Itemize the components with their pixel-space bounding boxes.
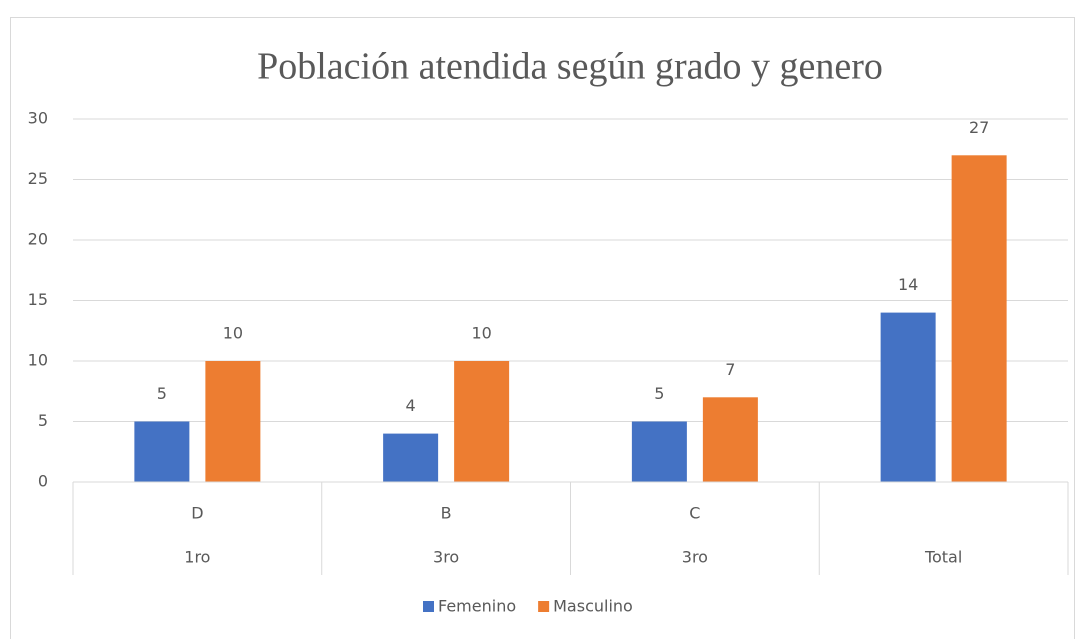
legend-swatch: [423, 601, 434, 612]
legend-label: Femenino: [438, 597, 516, 616]
y-tick-label: 25: [28, 169, 48, 188]
x-group-label: Total: [924, 548, 962, 567]
bar: [205, 361, 261, 482]
data-label: 27: [969, 118, 989, 137]
data-label: 5: [157, 384, 167, 403]
bar: [702, 397, 758, 482]
y-tick-label: 30: [28, 109, 48, 128]
chart-title: Población atendida según grado y genero: [257, 46, 883, 88]
x-group-label: 3ro: [682, 548, 708, 567]
legend-label: Masculino: [553, 597, 633, 616]
data-label: 4: [406, 396, 416, 415]
data-label: 14: [898, 275, 918, 294]
x-group-label: 3ro: [433, 548, 459, 567]
bar: [631, 421, 687, 482]
y-tick-label: 10: [28, 351, 48, 370]
y-tick-label: 5: [38, 411, 48, 430]
x-tick-label: D: [191, 504, 203, 523]
x-group-label: 1ro: [184, 548, 210, 567]
x-tick-label: C: [689, 504, 700, 523]
data-label: 5: [654, 384, 664, 403]
bar: [454, 361, 510, 482]
data-label: 10: [471, 324, 491, 343]
legend-swatch: [538, 601, 550, 612]
x-tick-label: B: [441, 504, 452, 523]
y-tick-label: 20: [28, 230, 48, 249]
y-tick-label: 15: [28, 290, 48, 309]
bar: [383, 433, 439, 482]
bar: [880, 312, 936, 482]
bar: [951, 155, 1007, 483]
data-label: 10: [223, 324, 243, 343]
bar: [134, 421, 190, 482]
y-tick-label: 0: [38, 472, 48, 491]
data-label: 7: [725, 360, 735, 379]
